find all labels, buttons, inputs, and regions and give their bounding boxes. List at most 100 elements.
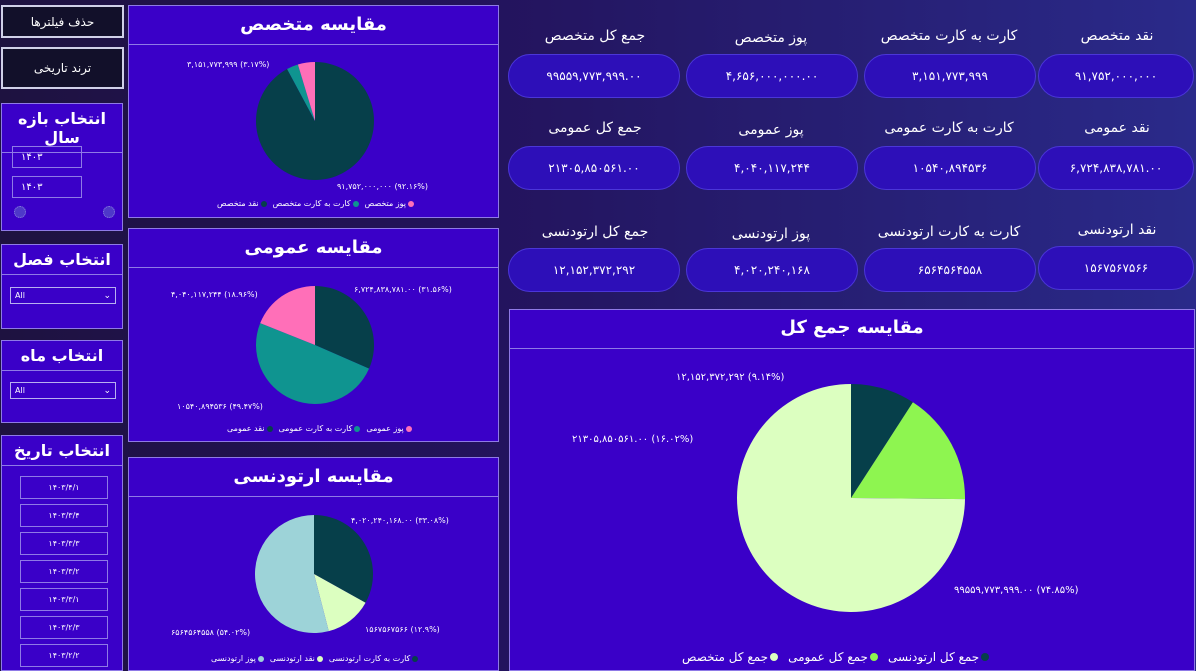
panel-title: مقایسه عمومی (129, 229, 498, 268)
date-item[interactable]: ۱۴۰۳/۲/۲ (20, 644, 108, 667)
legend-swatch (981, 653, 990, 661)
date-item[interactable]: ۱۴۰۳/۳/۱ (20, 588, 108, 611)
data-label: ۳,۱۵۱,۷۷۳,۹۹۹ (۳.۱۷%) (187, 60, 270, 69)
chevron-down-icon: ⌄ (103, 385, 111, 396)
legend-swatch (260, 200, 267, 207)
data-label: ۴,۰۴۰,۱۱۷,۲۴۴ (۱۸.۹۶%) (171, 290, 258, 299)
kpi-label: جمع کل عمومی (548, 120, 642, 136)
date-item[interactable]: ۱۴۰۳/۳/۲ (20, 560, 108, 583)
pie-slice[interactable] (297, 62, 315, 121)
legend-swatch (408, 200, 415, 207)
panel-title: مقایسه متخصص (129, 6, 498, 45)
kpi-value: ۴,۶۵۶,۰۰۰,۰۰۰.۰۰ (686, 54, 858, 98)
kpi-label: کارت به کارت عمومی (884, 120, 1014, 136)
range-start-handle[interactable] (14, 206, 26, 218)
year-from-input[interactable]: ۱۴۰۳ (12, 146, 82, 168)
kpi-label: نقد ارتودنسی (1077, 222, 1157, 238)
total-comparison-panel: مقایسه جمع کل ۱۲,۱۵۲,۳۷۲,۲۹۲ (۹.۱۴%) ۲۱۳… (509, 309, 1195, 671)
legend-swatch (412, 655, 419, 662)
data-label: ۹۹۵۵۹,۷۷۳,۹۹۹.۰۰ (۷۴.۸۵%) (954, 585, 1079, 596)
legend-swatch (869, 653, 878, 661)
kpi-label: کارت به کارت متخصص (880, 28, 1018, 44)
data-label: ۶,۷۲۴,۸۳۸,۷۸۱.۰۰ (۳۱.۵۶%) (354, 285, 452, 294)
specialist-comparison-panel: مقایسه متخصص ۳,۱۵۱,۷۷۳,۹۹۹ (۳.۱۷%) ۹۱,۷۵… (128, 5, 499, 218)
date-item[interactable]: ۱۴۰۳/۴/۱ (20, 476, 108, 499)
year-range-slicer: انتخاب بازه سال ۱۴۰۳ ۱۴۰۳ (1, 103, 123, 231)
legend-label: پوز عمومی (366, 424, 404, 433)
pie-slice[interactable] (737, 384, 965, 612)
legend-swatch (405, 425, 412, 432)
date-item[interactable]: ۱۴۰۳/۲/۳ (20, 616, 108, 639)
month-dropdown[interactable]: All ⌄ (10, 382, 116, 399)
pie-slice[interactable] (315, 286, 374, 369)
pie-slice[interactable] (851, 384, 913, 498)
pie-slice[interactable] (256, 323, 370, 404)
legend-label: پوز متخصص (364, 199, 407, 208)
legend-swatch (354, 425, 361, 432)
data-label: ۹۱,۷۵۲,۰۰۰,۰۰۰ (۹۲.۱۶%) (337, 182, 429, 191)
data-label: ۱۰۵۴۰,۸۹۴۵۳۶ (۴۹.۴۷%) (177, 402, 263, 411)
legend-swatch (266, 425, 273, 432)
legend-swatch (257, 655, 264, 662)
kpi-label: پوز متخصص (734, 30, 808, 46)
total-pie-chart (737, 384, 965, 612)
pie-slice[interactable] (314, 574, 366, 632)
month-slicer-title: انتخاب ماه (2, 341, 122, 371)
legend-label: جمع کل ارتودنسی (887, 650, 980, 664)
chart-legend: کارت به کارت ارتودنسی نقد ارتودنسی پوز ا… (211, 654, 419, 663)
pie-slice[interactable] (314, 515, 373, 603)
month-dropdown-value: All (15, 386, 25, 395)
legend-label: پوز ارتودنسی (211, 654, 256, 663)
specialist-pie-chart (256, 62, 374, 180)
range-end-handle[interactable] (103, 206, 115, 218)
chevron-down-icon: ⌄ (103, 290, 111, 301)
kpi-value: ۹۹۵۵۹,۷۷۳,۹۹۹.۰۰ (508, 54, 680, 98)
pie-slice[interactable] (260, 286, 315, 345)
kpi-label: کارت به کارت ارتودنسی (877, 224, 1021, 240)
date-item[interactable]: ۱۴۰۳/۳/۳ (20, 532, 108, 555)
date-item[interactable]: ۱۴۰۳/۳/۴ (20, 504, 108, 527)
kpi-label: جمع کل متخصص (544, 28, 646, 44)
date-trend-button[interactable]: ترند تاریخی (1, 47, 124, 89)
date-slicer: انتخاب تاریخ ۱۴۰۳/۴/۱ ۱۴۰۳/۳/۴ ۱۴۰۳/۳/۳ … (1, 435, 123, 671)
legend-swatch (316, 655, 323, 662)
season-dropdown[interactable]: All ⌄ (10, 287, 116, 304)
pie-slice[interactable] (255, 515, 329, 633)
chart-legend: پوز متخصص کارت به کارت متخصص نقد متخصص (217, 199, 415, 208)
data-label: ۲۱۳۰۵,۸۵۰۵۶۱.۰۰ (۱۶.۰۲%) (572, 434, 694, 445)
kpi-value: ۲۱۳۰۵,۸۵۰۵۶۱.۰۰ (508, 146, 680, 190)
kpi-label: نقد متخصص (1080, 28, 1154, 44)
legend-label: کارت به کارت ارتودنسی (328, 654, 411, 663)
pie-slice[interactable] (851, 402, 965, 500)
kpi-value: ۴,۰۲۰,۲۴۰,۱۶۸ (686, 248, 858, 292)
legend-swatch (770, 653, 779, 661)
clear-filters-button[interactable]: حذف فیلترها (1, 5, 124, 38)
data-label: ۴,۰۲۰,۲۴۰,۱۶۸.۰۰ (۳۳.۰۸%) (351, 516, 449, 525)
orthodontic-comparison-panel: مقایسه ارتودنسی ۴,۰۲۰,۲۴۰,۱۶۸.۰۰ (۳۳.۰۸%… (128, 457, 499, 671)
pie-slice[interactable] (287, 64, 315, 121)
kpi-value: ۶۵۶۴۵۶۴۵۵۸ (864, 248, 1036, 292)
legend-label: نقد عمومی (227, 424, 265, 433)
panel-title: مقایسه جمع کل (510, 310, 1194, 349)
year-to-input[interactable]: ۱۴۰۳ (12, 176, 82, 198)
month-slicer: انتخاب ماه All ⌄ (1, 340, 123, 423)
legend-label: نقد ارتودنسی (269, 654, 315, 663)
data-label: ۱۵۶۷۵۶۷۵۶۶ (۱۲.۹%) (365, 625, 440, 634)
kpi-label: نقد عمومی (1084, 120, 1150, 136)
kpi-value: ۴,۰۴۰,۱۱۷,۲۴۴ (686, 146, 858, 190)
legend-label: کارت به کارت متخصص (272, 199, 351, 208)
kpi-label: پوز عمومی (738, 122, 804, 138)
kpi-value: ۱۵۶۷۵۶۷۵۶۶ (1038, 246, 1194, 290)
kpi-value: ۶,۷۲۴,۸۳۸,۷۸۱.۰۰ (1038, 146, 1194, 190)
chart-legend: جمع کل ارتودنسی جمع کل عمومی جمع کل متخص… (682, 650, 990, 664)
kpi-label: پوز ارتودنسی (731, 226, 811, 242)
legend-label: جمع کل متخصص (682, 650, 769, 664)
orthodontic-pie-chart (255, 515, 373, 633)
season-slicer-title: انتخاب فصل (2, 245, 122, 275)
season-dropdown-value: All (15, 291, 25, 300)
legend-label: جمع کل عمومی (788, 650, 868, 664)
panel-title: مقایسه ارتودنسی (129, 458, 498, 497)
chart-legend: پوز عمومی کارت به کارت عمومی نقد عمومی (227, 424, 412, 433)
date-slicer-title: انتخاب تاریخ (2, 436, 122, 466)
general-pie-chart (256, 286, 374, 404)
